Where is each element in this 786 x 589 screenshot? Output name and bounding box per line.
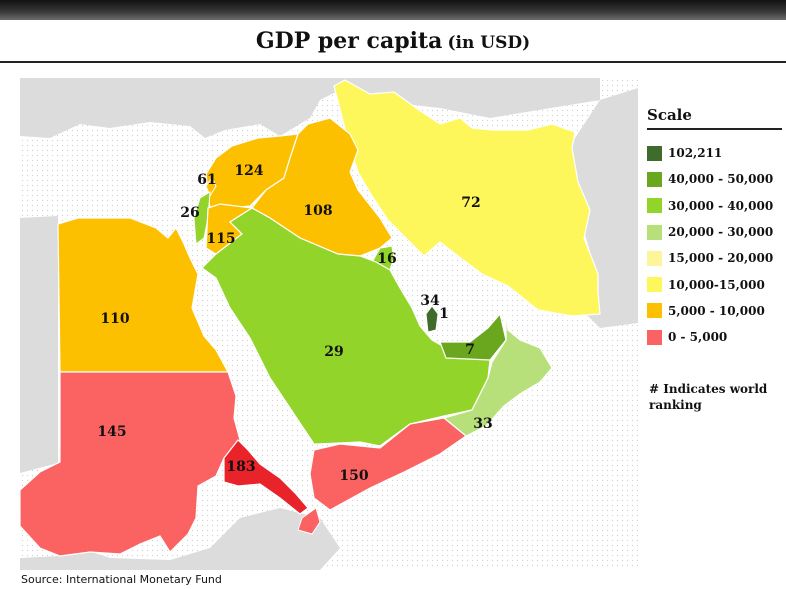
legend-label: 20,000 - 30,000	[668, 225, 774, 240]
title-main: GDP per capita	[255, 28, 443, 54]
title-rule	[0, 61, 786, 63]
rank-label: 29	[324, 344, 343, 360]
rank-label: 61	[197, 172, 216, 188]
country-region-oman	[442, 305, 553, 437]
land-west	[20, 216, 58, 473]
map: 124 108 72 61 26 115 16 110 34 1 7 29 33…	[20, 78, 638, 570]
legend-item: 15,000 - 20,000	[647, 245, 782, 271]
land-south	[20, 508, 340, 570]
legend-item: 30,000 - 40,000	[647, 193, 782, 219]
legend-swatch	[647, 145, 662, 161]
legend-item: 0 - 5,000	[647, 324, 782, 350]
country-region-uae	[439, 312, 507, 361]
legend-swatch	[647, 198, 662, 214]
legend-label: 30,000 - 40,000	[668, 198, 774, 213]
legend-label: 102,211	[668, 146, 723, 161]
countries	[20, 79, 601, 557]
rank-label: 33	[473, 416, 492, 432]
country-region-djibouti	[297, 507, 321, 535]
legend-swatch	[647, 303, 662, 319]
legend-label: 10,000-15,000	[668, 277, 765, 292]
legend-swatch	[647, 224, 662, 240]
country-region-qatar	[425, 305, 439, 333]
rank-label: 124	[234, 163, 263, 179]
legend-title: Scale	[647, 106, 782, 130]
rank-label: 145	[97, 424, 126, 440]
rank-label: 7	[465, 342, 475, 358]
legend-swatch	[647, 171, 662, 187]
rank-label: 110	[100, 311, 129, 327]
country-region-egypt	[57, 217, 230, 373]
legend-item: 10,000-15,000	[647, 271, 782, 297]
legend-item: 102,211	[647, 140, 782, 166]
legend: Scale 102,211 40,000 - 50,000 30,000 - 4…	[647, 106, 782, 350]
rank-label: 183	[226, 459, 255, 475]
legend-label: 5,000 - 10,000	[668, 303, 765, 318]
country-region-iran	[333, 79, 601, 317]
country-region-israel	[193, 191, 211, 245]
rank-label: 16	[377, 251, 396, 267]
legend-swatch	[647, 250, 662, 266]
rank-label: 26	[180, 205, 199, 221]
chart-title: GDP per capita (in USD)	[0, 28, 786, 54]
rank-label: 108	[303, 203, 332, 219]
rank-label: 72	[461, 195, 480, 211]
country-region-sudan	[20, 371, 241, 557]
rank-label: 1	[439, 306, 449, 322]
top-bar	[0, 0, 786, 20]
title-suffix: (in USD)	[447, 33, 531, 53]
land-east	[560, 88, 638, 328]
rank-label: 115	[206, 231, 235, 247]
legend-label: 15,000 - 20,000	[668, 251, 774, 266]
legend-items: 102,211 40,000 - 50,000 30,000 - 40,000 …	[647, 140, 782, 350]
legend-label: 0 - 5,000	[668, 330, 728, 345]
source-note: Source: International Monetary Fund	[21, 573, 222, 586]
ranking-note: # Indicates world ranking	[649, 382, 768, 412]
country-region-yemen	[309, 417, 467, 511]
rank-label: 34	[420, 293, 440, 309]
land-north	[20, 78, 600, 138]
legend-item: 5,000 - 10,000	[647, 298, 782, 324]
rank-labels: 124 108 72 61 26 115 16 110 34 1 7 29 33…	[97, 163, 492, 484]
legend-item: 20,000 - 30,000	[647, 219, 782, 245]
legend-item: 40,000 - 50,000	[647, 166, 782, 192]
rank-label: 150	[339, 468, 368, 484]
legend-swatch	[647, 329, 662, 345]
legend-swatch	[647, 277, 662, 293]
legend-label: 40,000 - 50,000	[668, 172, 774, 187]
country-region-eritrea	[223, 439, 309, 515]
